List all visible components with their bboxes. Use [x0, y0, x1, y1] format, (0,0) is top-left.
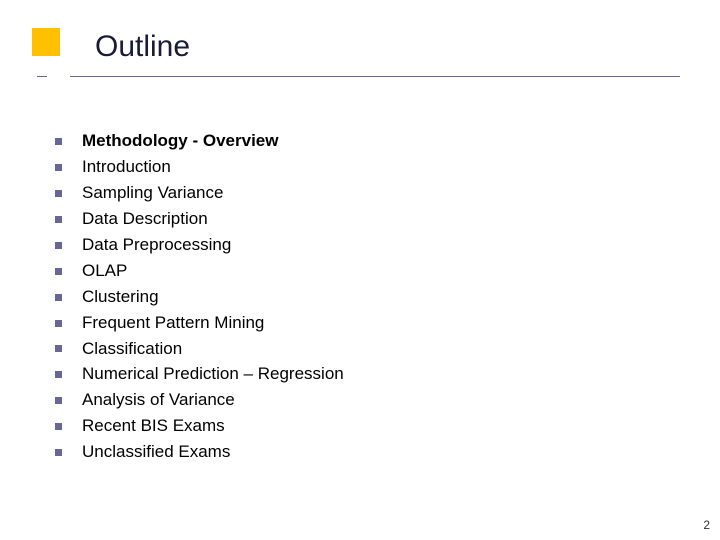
slide-title: Outline: [70, 30, 680, 70]
outline-list: Methodology - Overview Introduction Samp…: [55, 130, 344, 467]
square-bullet-icon: [55, 138, 62, 145]
list-item: Methodology - Overview: [55, 130, 344, 153]
square-bullet-icon: [55, 164, 62, 171]
list-item: Sampling Variance: [55, 182, 344, 205]
list-item: Frequent Pattern Mining: [55, 312, 344, 335]
list-item-text: Classification: [82, 338, 182, 361]
list-item: Data Preprocessing: [55, 234, 344, 257]
list-item: Data Description: [55, 208, 344, 231]
list-item-text: Clustering: [82, 286, 159, 309]
list-item-text: Recent BIS Exams: [82, 415, 225, 438]
list-item: OLAP: [55, 260, 344, 283]
square-bullet-icon: [55, 371, 62, 378]
list-item: Recent BIS Exams: [55, 415, 344, 438]
page-number: 2: [703, 518, 710, 532]
title-underline: [70, 76, 680, 77]
list-item-text: Unclassified Exams: [82, 441, 230, 464]
square-bullet-icon: [55, 190, 62, 197]
accent-box: [32, 28, 60, 56]
square-bullet-icon: [55, 423, 62, 430]
square-bullet-icon: [55, 242, 62, 249]
list-item-text: Numerical Prediction – Regression: [82, 363, 344, 386]
list-item: Classification: [55, 338, 344, 361]
list-item: Introduction: [55, 156, 344, 179]
square-bullet-icon: [55, 320, 62, 327]
square-bullet-icon: [55, 397, 62, 404]
list-item-text: Methodology - Overview: [82, 130, 278, 153]
list-item: Unclassified Exams: [55, 441, 344, 464]
title-container: Outline: [70, 30, 680, 70]
list-item: Numerical Prediction – Regression: [55, 363, 344, 386]
list-item: Analysis of Variance: [55, 389, 344, 412]
list-item-text: Introduction: [82, 156, 171, 179]
list-item-text: Data Preprocessing: [82, 234, 231, 257]
square-bullet-icon: [55, 294, 62, 301]
square-bullet-icon: [55, 216, 62, 223]
list-item-text: OLAP: [82, 260, 127, 283]
square-bullet-icon: [55, 449, 62, 456]
title-underline-left: [37, 76, 47, 77]
list-item-text: Sampling Variance: [82, 182, 223, 205]
list-item-text: Data Description: [82, 208, 208, 231]
list-item: Clustering: [55, 286, 344, 309]
square-bullet-icon: [55, 268, 62, 275]
list-item-text: Analysis of Variance: [82, 389, 235, 412]
square-bullet-icon: [55, 345, 62, 352]
list-item-text: Frequent Pattern Mining: [82, 312, 264, 335]
